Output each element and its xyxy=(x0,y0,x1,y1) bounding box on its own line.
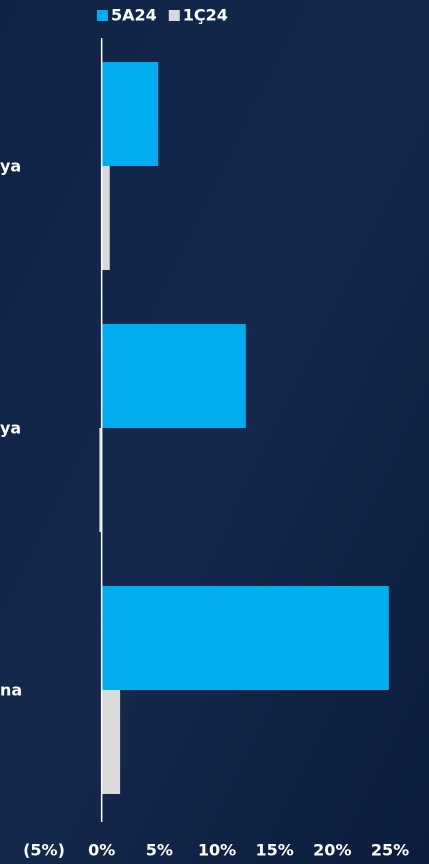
bar xyxy=(101,166,110,270)
category-label: ya xyxy=(0,157,21,176)
bar xyxy=(101,586,389,690)
x-tick-label: 20% xyxy=(313,841,351,860)
bar xyxy=(101,690,121,794)
bar xyxy=(101,62,159,166)
bar xyxy=(99,428,102,532)
legend-swatch xyxy=(97,10,108,21)
x-tick-label: 15% xyxy=(256,841,294,860)
bar xyxy=(101,324,246,428)
category-label: na xyxy=(0,681,22,700)
x-tick-label: 0% xyxy=(88,841,115,860)
x-tick-label: 25% xyxy=(371,841,409,860)
legend-label: 1Ç24 xyxy=(183,6,228,25)
legend-label: 5A24 xyxy=(111,6,157,25)
legend-swatch xyxy=(168,10,180,21)
x-tick-label: 5% xyxy=(146,841,173,860)
x-tick-label: (5%) xyxy=(23,841,65,860)
category-label: ya xyxy=(0,419,21,438)
x-tick-label: 10% xyxy=(198,841,236,860)
